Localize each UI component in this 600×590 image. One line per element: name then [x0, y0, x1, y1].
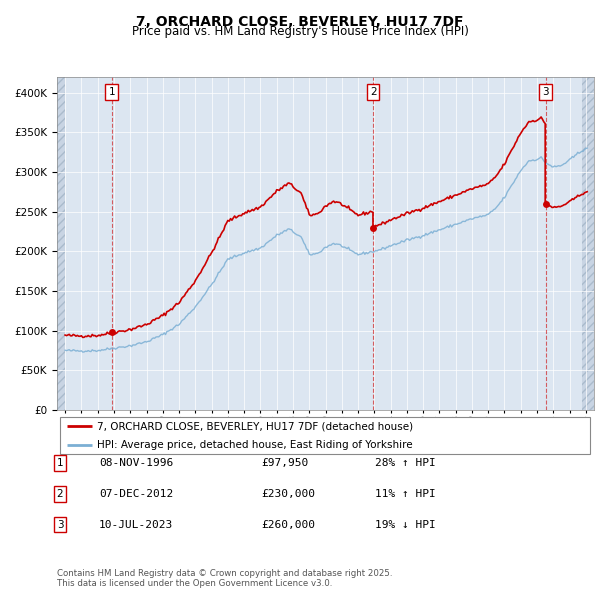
Text: 3: 3: [56, 520, 64, 529]
Text: £97,950: £97,950: [261, 458, 308, 468]
Text: 19% ↓ HPI: 19% ↓ HPI: [375, 520, 436, 529]
Text: Contains HM Land Registry data © Crown copyright and database right 2025.
This d: Contains HM Land Registry data © Crown c…: [57, 569, 392, 588]
Bar: [57, 77, 65, 410]
Text: 3: 3: [542, 87, 549, 97]
Text: 08-NOV-1996: 08-NOV-1996: [99, 458, 173, 468]
Text: £260,000: £260,000: [261, 520, 315, 529]
Text: 2: 2: [56, 489, 64, 499]
Text: 2: 2: [370, 87, 376, 97]
Text: 10-JUL-2023: 10-JUL-2023: [99, 520, 173, 529]
Text: 7, ORCHARD CLOSE, BEVERLEY, HU17 7DF (detached house): 7, ORCHARD CLOSE, BEVERLEY, HU17 7DF (de…: [97, 421, 413, 431]
Text: 28% ↑ HPI: 28% ↑ HPI: [375, 458, 436, 468]
Text: 1: 1: [56, 458, 64, 468]
Text: Price paid vs. HM Land Registry's House Price Index (HPI): Price paid vs. HM Land Registry's House …: [131, 25, 469, 38]
Text: HPI: Average price, detached house, East Riding of Yorkshire: HPI: Average price, detached house, East…: [97, 441, 413, 450]
Text: £230,000: £230,000: [261, 489, 315, 499]
Text: 1: 1: [109, 87, 115, 97]
Text: 7, ORCHARD CLOSE, BEVERLEY, HU17 7DF: 7, ORCHARD CLOSE, BEVERLEY, HU17 7DF: [136, 15, 464, 29]
Text: 07-DEC-2012: 07-DEC-2012: [99, 489, 173, 499]
Bar: [582, 77, 594, 410]
Text: 11% ↑ HPI: 11% ↑ HPI: [375, 489, 436, 499]
